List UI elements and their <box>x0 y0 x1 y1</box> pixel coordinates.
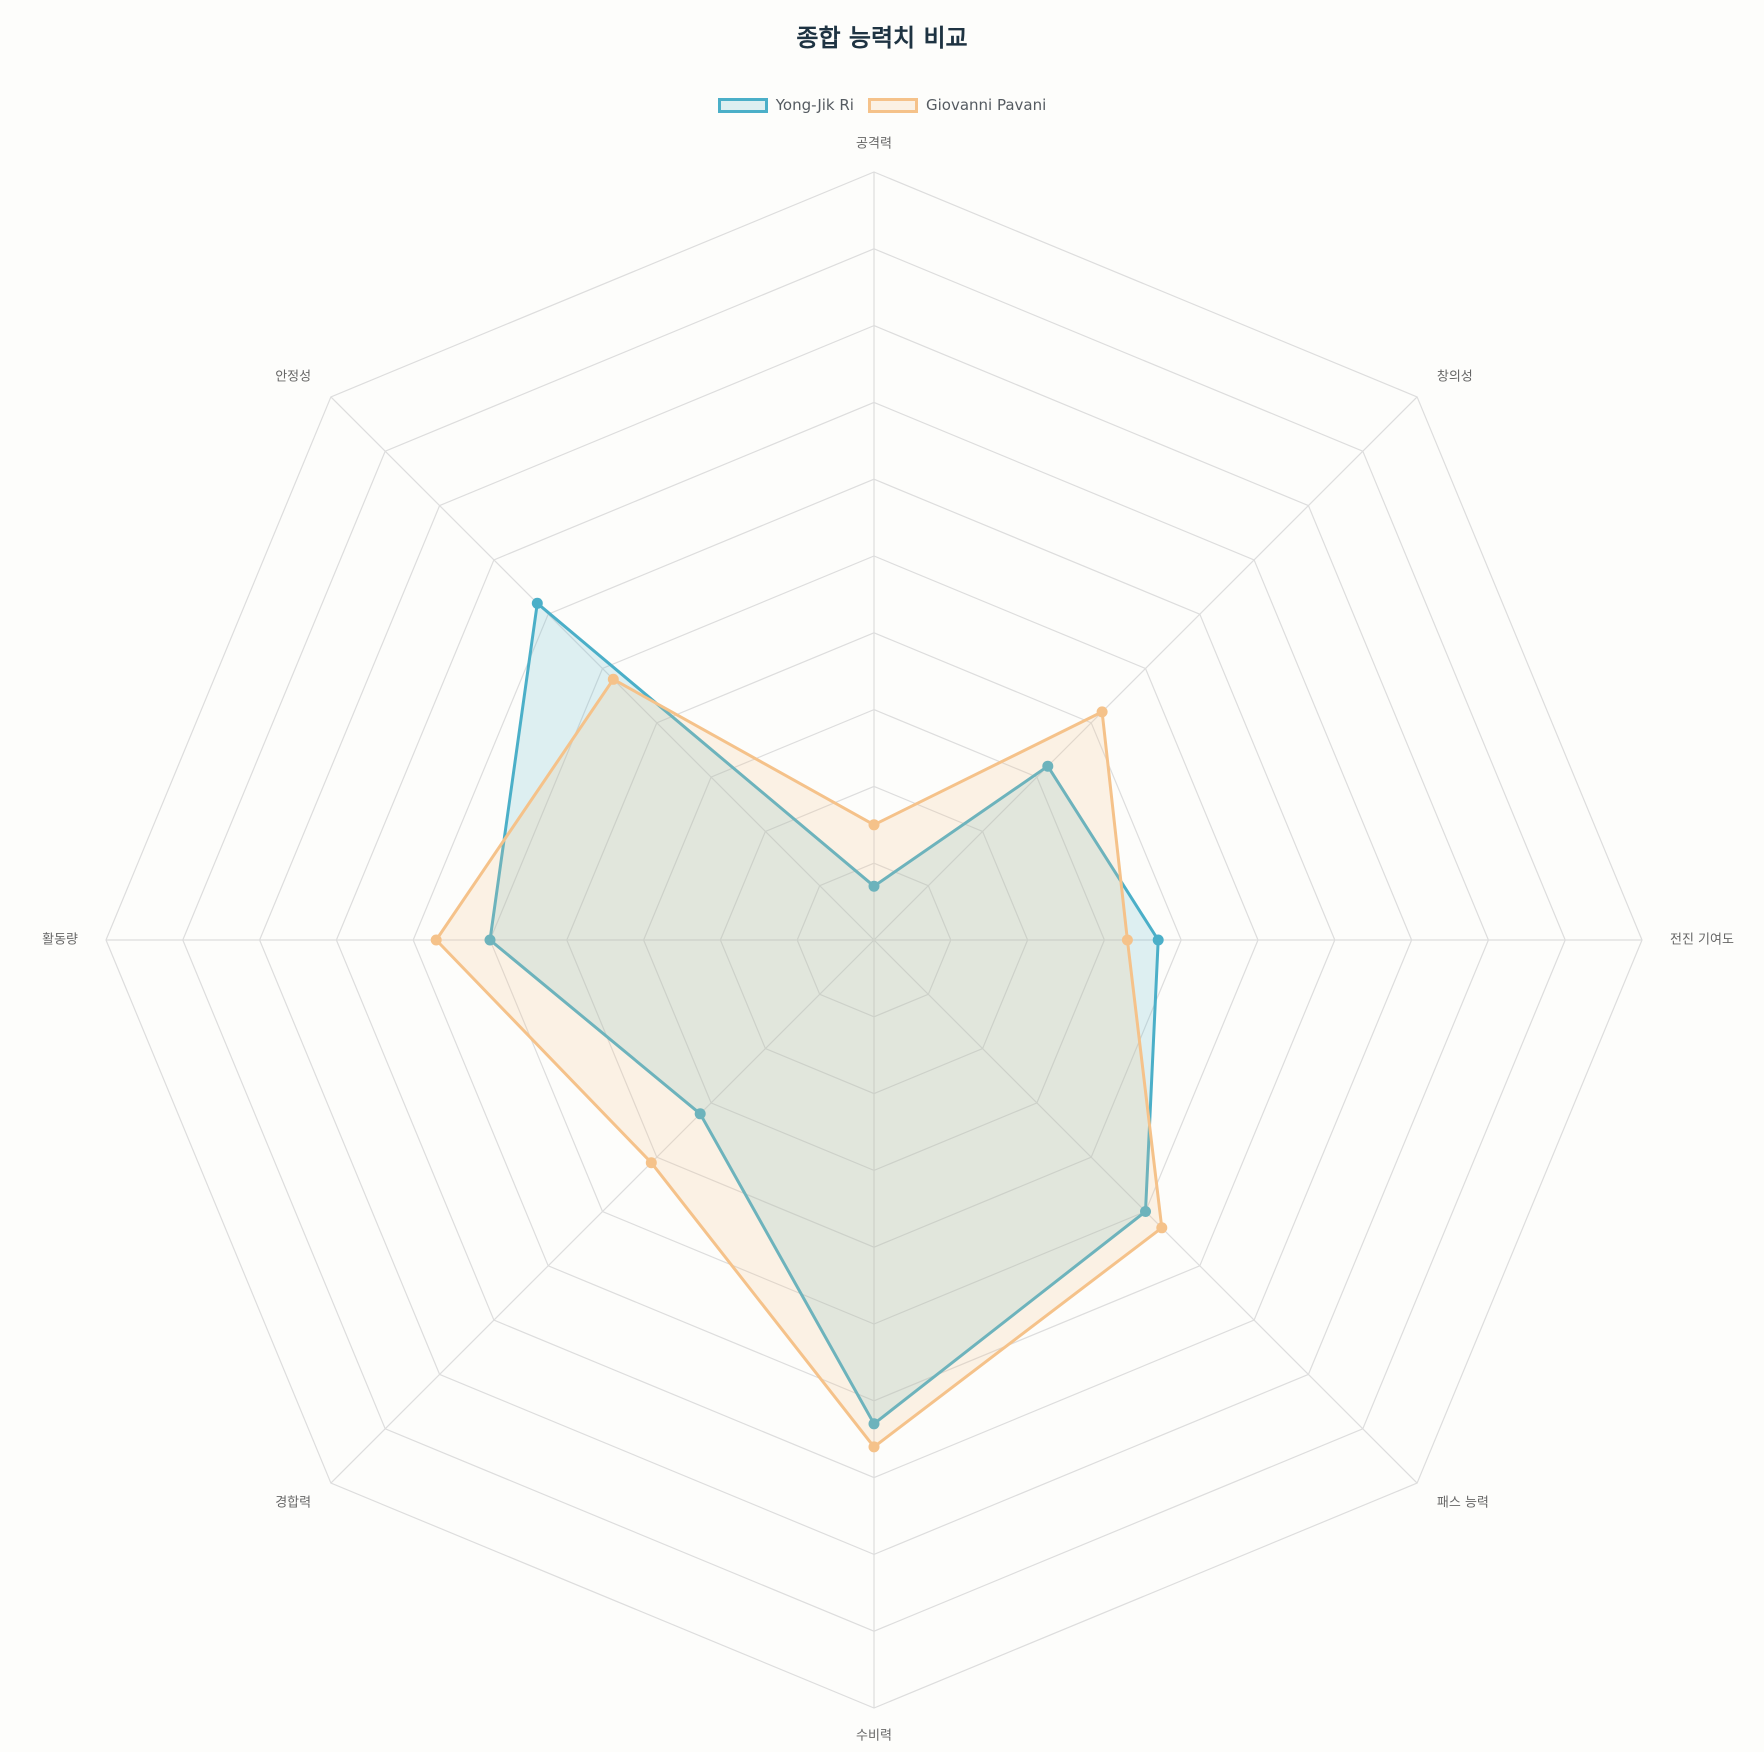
axis-label: 전진 기여도 <box>1670 933 1734 948</box>
data-point[interactable] <box>1042 760 1054 772</box>
legend: Yong-Jik Ri Giovanni Pavani <box>0 96 1764 114</box>
data-point[interactable] <box>868 880 880 892</box>
legend-label-series-2: Giovanni Pavani <box>925 96 1047 114</box>
chart-title: 종합 능력치 비교 <box>796 24 968 52</box>
data-point[interactable] <box>430 934 442 946</box>
axis-label: 패스 능력 <box>1437 1495 1489 1510</box>
data-point[interactable] <box>868 819 880 831</box>
legend-swatch-series-1 <box>717 97 768 113</box>
series-2 <box>430 673 1168 1453</box>
grid-spoke <box>330 939 875 1484</box>
series-1 <box>484 597 1164 1430</box>
data-point[interactable] <box>868 1441 880 1453</box>
axis-label: 안정성 <box>275 370 311 385</box>
radar-series <box>430 597 1168 1453</box>
axis-label: 수비력 <box>856 1729 892 1744</box>
data-point[interactable] <box>531 597 543 609</box>
grid-spoke <box>873 396 1418 941</box>
axis-label: 창의성 <box>1437 370 1473 385</box>
data-point[interactable] <box>1121 934 1133 946</box>
data-point[interactable] <box>1140 1206 1151 1217</box>
legend-swatch-series-2 <box>867 97 918 113</box>
legend-item-series-1[interactable]: Yong-Jik Ri <box>717 96 854 114</box>
data-point[interactable] <box>1156 1222 1168 1234</box>
data-point[interactable] <box>645 1157 657 1169</box>
legend-label-series-1: Yong-Jik Ri <box>775 96 854 114</box>
axis-label: 활동량 <box>42 933 78 948</box>
data-point[interactable] <box>607 673 619 685</box>
data-point[interactable] <box>1152 934 1164 946</box>
data-point[interactable] <box>484 934 496 946</box>
data-point[interactable] <box>1096 706 1108 718</box>
grid-spoke <box>330 396 875 941</box>
series-area <box>434 677 1164 1449</box>
legend-item-series-2[interactable]: Giovanni Pavani <box>867 96 1047 114</box>
data-point[interactable] <box>868 1418 880 1430</box>
axis-label: 공격력 <box>856 137 892 152</box>
axis-label: 경합력 <box>275 1495 311 1510</box>
data-point[interactable] <box>694 1108 706 1120</box>
